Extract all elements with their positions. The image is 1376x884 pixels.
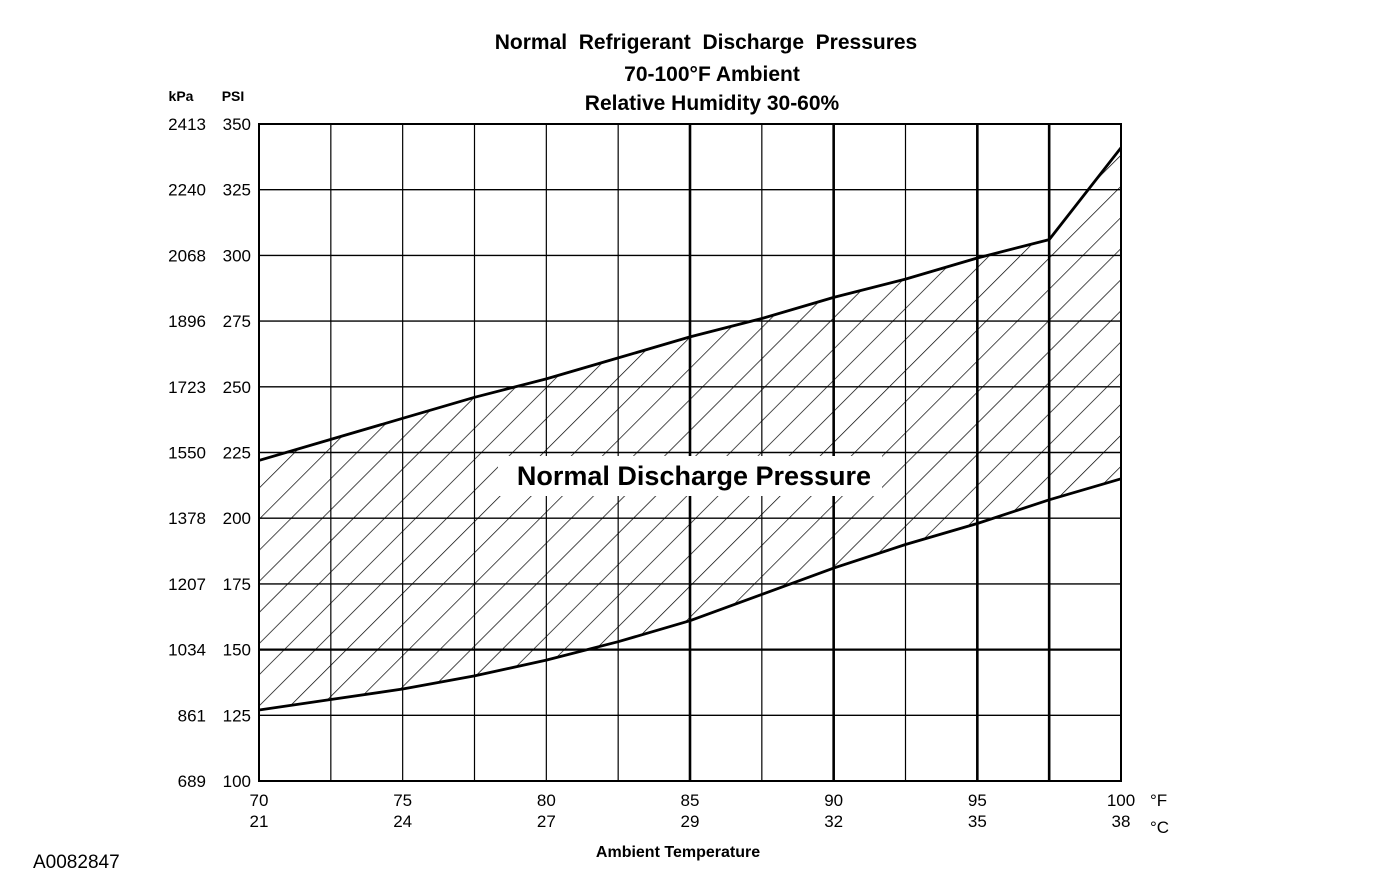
chart-title: Normal Refrigerant Discharge Pressures: [495, 31, 918, 54]
y-axis-ticks: 2413 350 2240 325 2068 300 1896 275 1723 250 1550 2…: [168, 115, 251, 791]
x-axis-label: Ambient Temperature: [596, 844, 760, 861]
x-tick-label-fahrenheit: 85: [681, 791, 700, 810]
y-unit-psi: PSI: [222, 88, 245, 104]
band: [259, 146, 1121, 712]
y-tick-label-kpa: 861: [178, 706, 206, 725]
y-tick-label-kpa: 2413: [168, 115, 206, 134]
y-tick-label-kpa: 2068: [168, 246, 206, 265]
y-tick-label-psi: 175: [223, 575, 251, 594]
x-tick-label-fahrenheit: 80: [537, 791, 556, 810]
y-tick-label-psi: 150: [223, 641, 251, 660]
y-tick-label-psi: 200: [223, 509, 251, 528]
y-tick-label-kpa: 1723: [168, 378, 206, 397]
band-lower-boundary: [259, 477, 1121, 712]
x-tick-label-fahrenheit: 90: [824, 791, 843, 810]
y-tick-label-kpa: 1034: [168, 641, 206, 660]
x-unit-celsius: °C: [1150, 818, 1169, 837]
chart-subtitle-ambient: 70-100°F Ambient: [624, 63, 800, 86]
x-tick-label-celsius: 32: [824, 812, 843, 831]
plot-area-frame: [258, 123, 1122, 782]
y-tick-label-psi: 300: [223, 246, 251, 265]
normal-pressure-band-fill: [259, 147, 1121, 710]
band-upper-boundary: [259, 146, 1121, 462]
y-unit-kpa: kPa: [169, 88, 194, 104]
y-tick-label-psi: 100: [223, 772, 251, 791]
figure-code: A0082847: [33, 852, 120, 873]
x-tick-label-fahrenheit: 75: [393, 791, 412, 810]
x-tick-label-fahrenheit: 70: [250, 791, 269, 810]
x-tick-label-celsius: 29: [681, 812, 700, 831]
y-tick-label-kpa: 689: [178, 772, 206, 791]
x-tick-label-celsius: 38: [1112, 812, 1131, 831]
y-tick-label-kpa: 1207: [168, 575, 206, 594]
y-tick-label-kpa: 1378: [168, 509, 206, 528]
band-label: Normal Discharge Pressure: [517, 461, 871, 491]
y-tick-label-kpa: 1896: [168, 312, 206, 331]
y-tick-label-psi: 125: [223, 706, 251, 725]
x-tick-label-celsius: 35: [968, 812, 987, 831]
band-label-background: [498, 456, 882, 496]
y-tick-label-kpa: 2240: [168, 181, 206, 200]
y-tick-label-psi: 325: [223, 181, 251, 200]
x-tick-label-fahrenheit: 95: [968, 791, 987, 810]
y-tick-label-psi: 275: [223, 312, 251, 331]
x-unit-fahrenheit: °F: [1150, 791, 1167, 810]
x-axis-ticks: 70 21 75 24 80 27 85 29 90 32 95 35 100 38: [250, 791, 1136, 831]
y-tick-label-psi: 225: [223, 444, 251, 463]
y-tick-label-kpa: 1550: [168, 444, 206, 463]
y-tick-label-psi: 250: [223, 378, 251, 397]
chart-subtitle-humidity: Relative Humidity 30-60%: [585, 92, 840, 115]
x-tick-label-celsius: 24: [393, 812, 412, 831]
y-tick-label-psi: 350: [223, 115, 251, 134]
x-tick-label-fahrenheit: 100: [1107, 791, 1135, 810]
x-tick-label-celsius: 21: [250, 812, 269, 831]
x-tick-label-celsius: 27: [537, 812, 556, 831]
